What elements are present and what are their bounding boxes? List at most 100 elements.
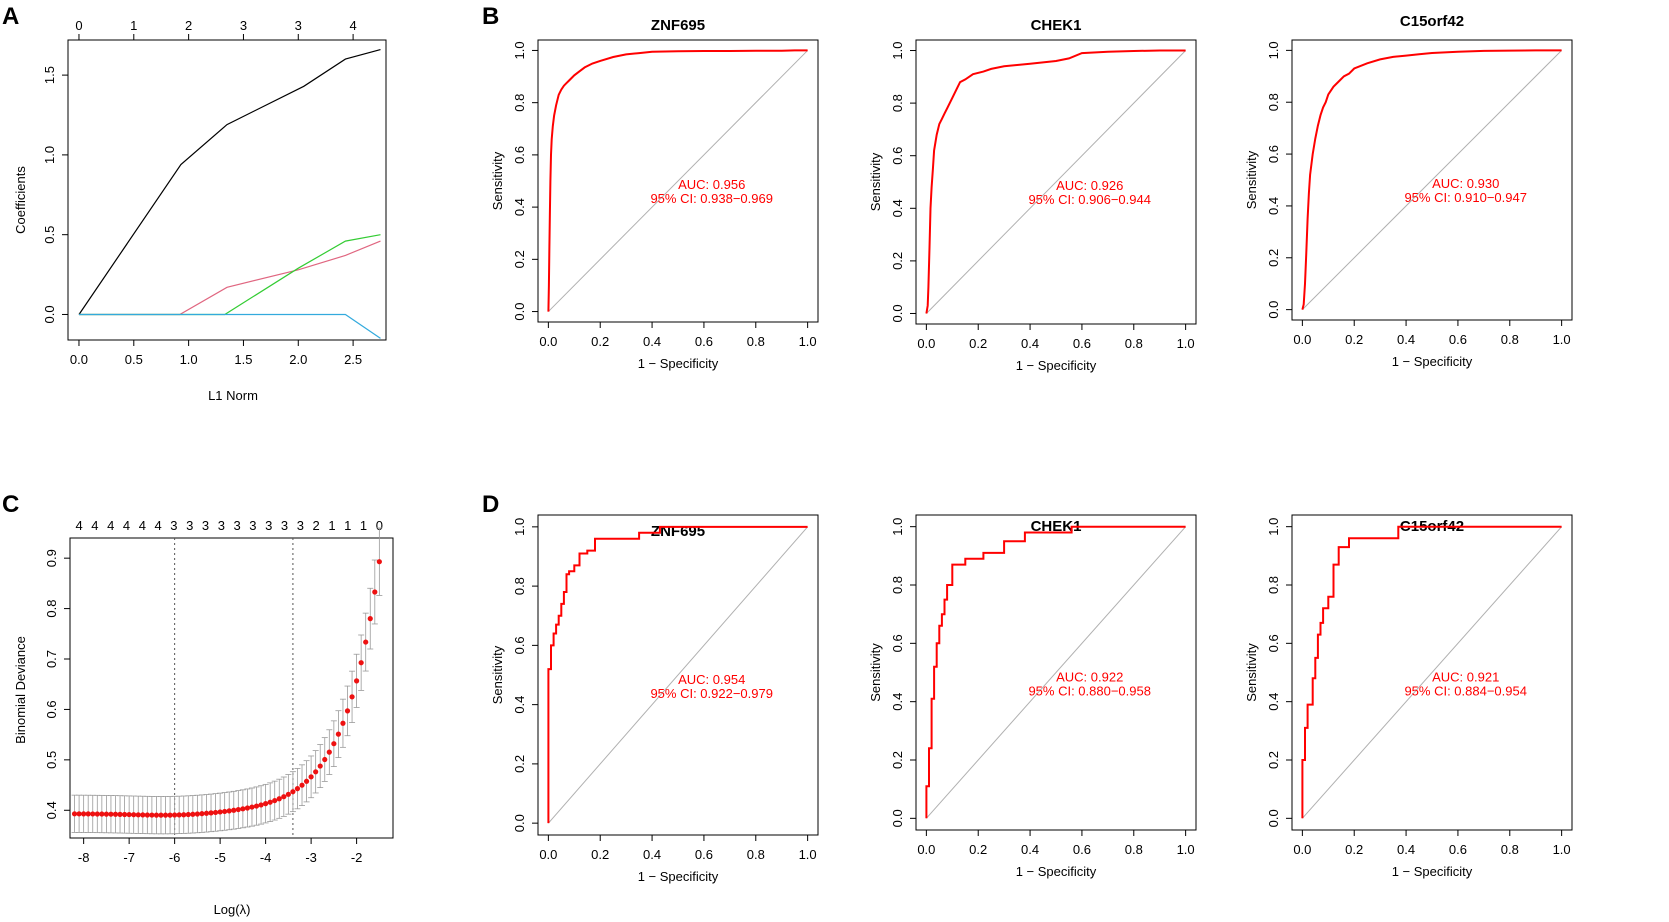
cv-point-group bbox=[362, 612, 369, 672]
roc-x-tick-label: 0.2 bbox=[1345, 332, 1363, 347]
cv-point bbox=[313, 769, 319, 775]
cv-point bbox=[185, 811, 191, 818]
cv-x-tick-label: -2 bbox=[351, 850, 363, 865]
coef-x-tick-label: 1.0 bbox=[180, 352, 198, 367]
cv-plot-frame bbox=[69, 537, 394, 839]
roc-x-title: 1 − Specificity bbox=[1392, 864, 1473, 879]
cv-point-group bbox=[326, 729, 333, 775]
cv-point-group bbox=[244, 788, 251, 828]
roc-y-tick-label: 0.8 bbox=[1266, 576, 1281, 594]
cv-point-group bbox=[203, 794, 210, 833]
cv-point bbox=[281, 794, 287, 800]
cv-point bbox=[331, 741, 337, 747]
cv-y-tick-label: 0.8 bbox=[44, 600, 59, 618]
cv-point bbox=[290, 789, 296, 795]
cv-y-title: Binomial Deviance bbox=[13, 636, 28, 744]
cv-point bbox=[81, 811, 87, 817]
roc-diagonal bbox=[1301, 526, 1563, 819]
cv-top-tick-label: 3 bbox=[170, 518, 177, 533]
cv-y-axis: 0.4 0.5 0.6 0.7 0.8 0.9 bbox=[44, 549, 70, 819]
cv-x-tick-label: -6 bbox=[169, 850, 181, 865]
cv-points bbox=[71, 527, 383, 835]
cv-top-tick-label: 3 bbox=[186, 518, 193, 533]
cv-top-tick-label: 1 bbox=[360, 518, 367, 533]
cv-point bbox=[240, 806, 246, 812]
cv-point-group bbox=[157, 796, 164, 835]
roc-title: ZNF695 bbox=[651, 17, 705, 34]
cv-point bbox=[135, 812, 141, 818]
cv-top-tick-label: 1 bbox=[344, 518, 351, 533]
roc-x-tick-label: 1.0 bbox=[799, 847, 817, 862]
roc-y-title: Sensitivity bbox=[490, 645, 505, 704]
roc-chart-b2: CHEK1 0.0 0.0 0.2 0.2 0.4 0.4 0.6 0.6 0.8 0.8 1.0 1.… bbox=[868, 17, 1197, 373]
coef-y-tick-label: 1.5 bbox=[42, 66, 57, 84]
cv-point bbox=[194, 811, 200, 817]
cv-point-group bbox=[126, 795, 133, 834]
cv-point-group bbox=[167, 796, 174, 835]
cv-point bbox=[372, 589, 378, 595]
roc-y-title: Sensitivity bbox=[1244, 643, 1259, 702]
coef-y-title: Coefficients bbox=[13, 166, 28, 234]
cv-point bbox=[326, 749, 332, 755]
roc-x-tick-label: 0.6 bbox=[695, 334, 713, 349]
roc-x-tick-label: 0.6 bbox=[1073, 842, 1091, 857]
cv-top-tick-label: 3 bbox=[249, 518, 256, 533]
roc-ci-label: 95% CI: 0.922−0.979 bbox=[650, 686, 773, 701]
roc-y-tick-label: 0.2 bbox=[890, 751, 905, 769]
cv-point bbox=[258, 802, 264, 808]
roc-diagonal bbox=[547, 526, 809, 824]
roc-curve bbox=[925, 525, 1186, 819]
cv-point bbox=[267, 799, 273, 805]
cv-point-group bbox=[258, 785, 265, 825]
cv-y-tick-label: 0.7 bbox=[44, 650, 59, 668]
roc-plot-frame bbox=[537, 514, 819, 836]
roc-y-tick-label: 0.8 bbox=[890, 94, 905, 112]
roc-y-tick-label: 1.0 bbox=[512, 41, 527, 59]
roc-x-tick-label: 0.8 bbox=[1125, 336, 1143, 351]
roc-x-tick-label: 0.2 bbox=[591, 847, 609, 862]
coef-y-axis: 0.0 0.5 1.0 1.5 bbox=[42, 66, 68, 324]
cv-x-tick-label: -7 bbox=[123, 850, 135, 865]
cv-point bbox=[344, 708, 351, 714]
coef-path-pink bbox=[79, 240, 381, 316]
cv-point bbox=[263, 801, 269, 807]
cv-point bbox=[308, 774, 314, 780]
cv-point-group bbox=[230, 790, 237, 830]
cv-point bbox=[303, 778, 310, 784]
roc-x-tick-label: 0.0 bbox=[539, 847, 557, 862]
roc-x-tick-label: 0.0 bbox=[1293, 332, 1311, 347]
cv-point bbox=[103, 811, 109, 817]
cv-point bbox=[149, 812, 155, 818]
cv-point-group bbox=[117, 795, 124, 834]
roc-y-tick-label: 0.0 bbox=[512, 303, 527, 321]
cv-top-tick-label: 3 bbox=[265, 518, 272, 533]
roc-plot-frame bbox=[537, 39, 819, 323]
roc-y-tick-label: 1.0 bbox=[512, 518, 527, 536]
roc-y-tick-label: 0.6 bbox=[1266, 634, 1281, 652]
coef-y-tick-label: 1.0 bbox=[42, 146, 57, 164]
roc-x-tick-label: 0.6 bbox=[1449, 842, 1467, 857]
cv-point bbox=[140, 812, 146, 818]
roc-x-title: 1 − Specificity bbox=[1016, 864, 1097, 879]
roc-y-tick-label: 1.0 bbox=[890, 518, 905, 536]
roc-y-tick-label: 0.0 bbox=[1266, 809, 1281, 827]
roc-ci-label: 95% CI: 0.880−0.958 bbox=[1028, 683, 1151, 698]
roc-chart-d2: CHEK1 0.0 0.0 0.2 0.2 0.4 0.4 0.6 0.6 0.8 0.8 1.0 1.… bbox=[868, 514, 1197, 879]
roc-y-tick-label: 0.4 bbox=[890, 199, 905, 217]
cv-point-group bbox=[121, 795, 128, 834]
roc-y-tick-label: 0.0 bbox=[512, 814, 527, 832]
cv-point-group bbox=[330, 720, 337, 767]
roc-y-title: Sensitivity bbox=[868, 643, 883, 702]
roc-auc-label: AUC: 0.922 bbox=[1056, 669, 1123, 684]
cv-top-tick-label: 3 bbox=[281, 518, 288, 533]
roc-x-title: 1 − Specificity bbox=[638, 869, 719, 884]
cv-point-group bbox=[339, 698, 346, 748]
roc-y-tick-label: 0.0 bbox=[890, 809, 905, 827]
roc-ci-label: 95% CI: 0.906−0.944 bbox=[1028, 192, 1151, 207]
cv-point bbox=[235, 806, 241, 813]
cv-top-tick-label: 2 bbox=[313, 518, 320, 533]
cv-x-axis: -8 -7 -6 -5 -4 -3 -2 bbox=[78, 838, 363, 865]
roc-x-tick-label: 1.0 bbox=[1177, 842, 1195, 857]
cv-point-group bbox=[226, 791, 233, 831]
cv-point-group bbox=[299, 764, 306, 806]
